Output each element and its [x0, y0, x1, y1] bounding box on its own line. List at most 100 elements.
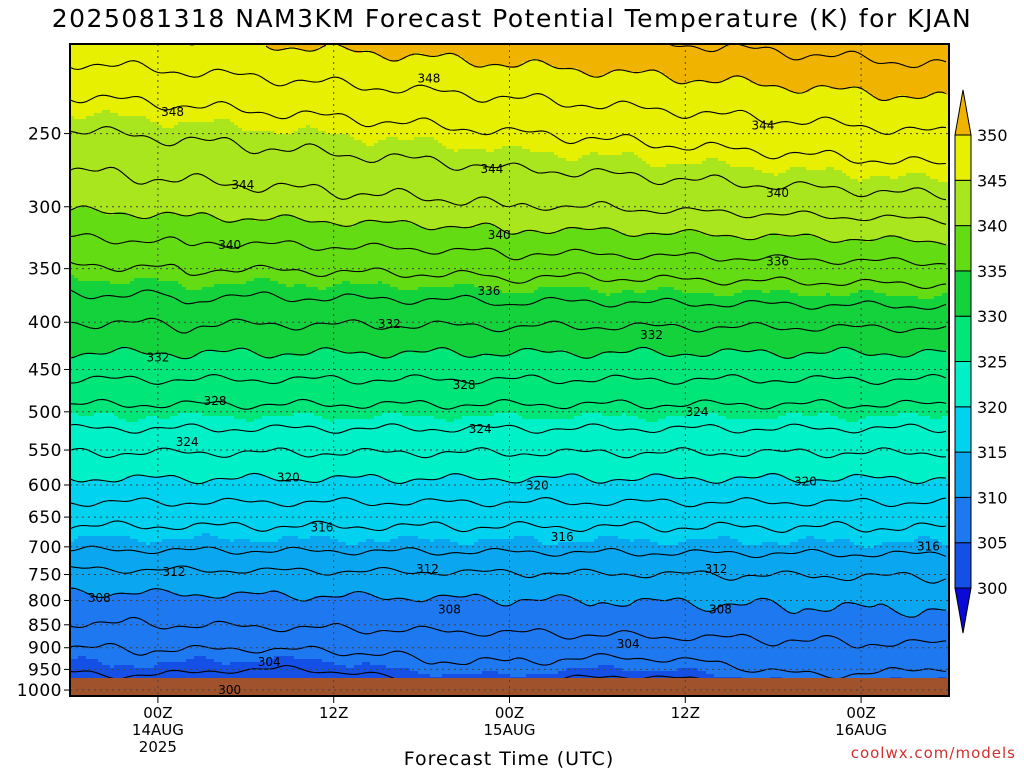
- credit-text: coolwx.com/models: [850, 744, 1016, 762]
- y-tick-label: 900: [28, 639, 62, 659]
- colorbar-label: 345: [977, 171, 1008, 190]
- colorbar-swatch: [954, 315, 972, 363]
- contour-label-text: 316: [551, 530, 574, 544]
- contour-label-text: 304: [258, 655, 281, 669]
- colorbar-label: 340: [977, 217, 1008, 236]
- y-tick-label: 350: [28, 260, 62, 280]
- y-tick-label: 300: [28, 198, 62, 218]
- contour-label-text: 316: [311, 520, 334, 534]
- contour-label: 312: [416, 562, 439, 576]
- contour-352: [669, 44, 947, 69]
- contour-label: 316: [917, 539, 940, 553]
- contour-label: 340: [488, 228, 511, 242]
- contour-lines: [70, 44, 947, 696]
- contour-label-text: 320: [794, 475, 817, 489]
- y-tick-label: 750: [28, 566, 62, 586]
- contour-label-text: 300: [218, 683, 241, 697]
- colorbar-label: 310: [977, 488, 1008, 507]
- x-tick-label: 12Z: [671, 704, 700, 722]
- colorbar-swatch: [954, 406, 972, 453]
- contour-328: [70, 373, 947, 385]
- contour-labels: 348 348 344 344 344 340 340 340 336 336 332 332 332 3…: [88, 72, 940, 697]
- contour-346: [70, 94, 947, 165]
- contour-label-text: 320: [526, 479, 549, 493]
- contour-label-text: 336: [766, 255, 789, 269]
- colorbar-swatch: [954, 451, 972, 498]
- contour-label: 344: [231, 178, 254, 192]
- contour-334: [70, 289, 947, 310]
- y-tick-label: 500: [28, 403, 62, 423]
- contour-label: 328: [204, 394, 227, 408]
- contour-label-text: 308: [438, 602, 461, 616]
- contour-label-text: 324: [176, 435, 199, 449]
- contour-label-text: 336: [478, 284, 501, 298]
- contour-322: [70, 447, 947, 459]
- colorbar-swatch: [954, 361, 972, 408]
- contour-label: 300: [218, 683, 241, 697]
- contour-label-text: 312: [416, 562, 439, 576]
- contour-label-text: 312: [705, 562, 728, 576]
- contour-336: [70, 261, 947, 290]
- contour-label-text: 328: [204, 394, 227, 408]
- contour-label: 324: [176, 435, 199, 449]
- contour-label-text: 332: [378, 317, 401, 331]
- contour-label: 312: [163, 565, 186, 579]
- contour-label: 304: [617, 637, 640, 651]
- y-tick-label: 650: [28, 508, 62, 528]
- contour-label: 304: [258, 655, 281, 669]
- contour-332: [70, 317, 947, 334]
- contour-label-text: 348: [161, 105, 184, 119]
- contour-label-text: 308: [709, 602, 732, 616]
- y-tick-label: 600: [28, 476, 62, 496]
- x-axis-label: Forecast Time (UTC): [404, 748, 614, 768]
- page-title: 2025081318 NAM3KM Forecast Potential Tem…: [51, 4, 973, 33]
- contour-label-text: 308: [88, 591, 111, 605]
- contour-label-text: 328: [453, 378, 476, 392]
- colorbar-label: 320: [977, 398, 1008, 417]
- contour-label: 320: [277, 471, 300, 485]
- x-tick-label: 14AUG: [132, 721, 184, 739]
- colorbar-label: 300: [977, 579, 1008, 598]
- y-tick-label: 1000: [17, 681, 62, 701]
- contour-348: [70, 60, 947, 135]
- contour-label: 312: [705, 562, 728, 576]
- x-tick-label: 15AUG: [484, 721, 536, 739]
- contour-label-text: 344: [751, 118, 774, 132]
- contour-330: [70, 346, 947, 360]
- contour-308: [70, 616, 947, 649]
- x-tick-label: 00Z: [143, 704, 172, 722]
- x-tick-label: 2025: [139, 738, 177, 756]
- contour-label-text: 340: [218, 238, 241, 252]
- contour-label-text: 304: [617, 637, 640, 651]
- colorbar-swatch: [954, 179, 972, 227]
- colorbar-extend-top: [954, 89, 972, 136]
- contour-326: [70, 398, 947, 410]
- contour-label-text: 324: [469, 422, 492, 436]
- colorbar-label: 325: [977, 353, 1008, 372]
- contour-label: 308: [709, 602, 732, 616]
- contour-label: 308: [88, 591, 111, 605]
- y-tick-label: 800: [28, 591, 62, 611]
- contour-label: 316: [551, 530, 574, 544]
- colorbar-label: 315: [977, 443, 1008, 462]
- contour-label: 344: [751, 118, 774, 132]
- x-tick-label: 00Z: [846, 704, 875, 722]
- colorbar-label: 305: [977, 534, 1008, 553]
- y-tick-label: 250: [28, 125, 62, 145]
- contour-label: 348: [417, 72, 440, 86]
- contour-344: [70, 126, 947, 201]
- y-axis-ticks: 250 300 350 400 450 500 550 600 650 700 750 800 850 9…: [17, 125, 70, 701]
- x-tick-label: 16AUG: [835, 721, 887, 739]
- contour-label-text: 312: [163, 565, 186, 579]
- contour-label: 332: [146, 351, 169, 365]
- contour-label-text: 340: [766, 186, 789, 200]
- colorbar: 300 305 310 315 320 325 330 335 340 345 350: [954, 89, 1008, 634]
- contour-label: 332: [378, 317, 401, 331]
- contour-label-text: 320: [277, 471, 300, 485]
- x-tick-label: 00Z: [495, 704, 524, 722]
- y-tick-label: 450: [28, 361, 62, 381]
- contour-label: 316: [311, 520, 334, 534]
- colorbar-label: 350: [977, 126, 1008, 145]
